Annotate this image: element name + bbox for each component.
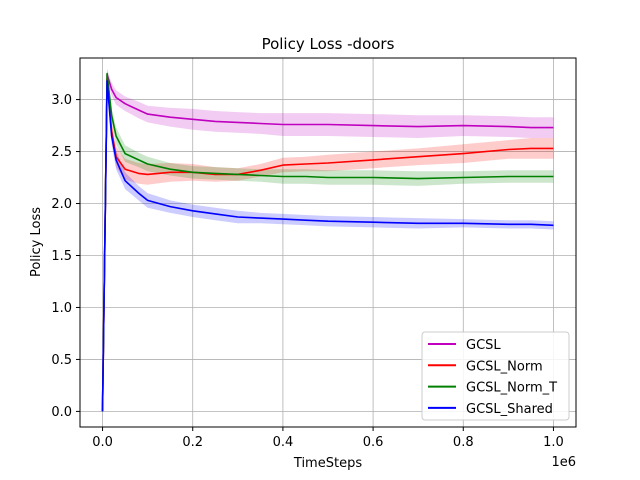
legend-label-gcsl-norm-t: GCSL_Norm_T (466, 381, 557, 396)
y-tick-label: 2.5 (51, 145, 72, 160)
y-axis-label: Policy Loss (29, 207, 44, 277)
legend-label-gcsl-shared: GCSL_Shared (466, 402, 553, 417)
x-tick-label: 0.2 (182, 435, 203, 450)
y-tick-label: 3.0 (51, 93, 72, 108)
x-tick-label: 1.0 (543, 435, 564, 450)
y-tick-label: 1.0 (51, 301, 72, 316)
legend-box (421, 331, 570, 421)
x-tick-label: 0.8 (453, 435, 474, 450)
x-tick-label: 0.0 (92, 435, 113, 450)
band-gcsl-norm (102, 73, 554, 412)
y-tick-label: 1.5 (51, 249, 72, 264)
line-gcsl-shared (101, 80, 554, 412)
line-gcsl-norm-t (101, 72, 554, 412)
y-tick-label: 0.5 (51, 353, 72, 368)
x-tick-label: 0.4 (273, 435, 294, 450)
confidence-bands (102, 68, 554, 412)
x-tick-label: 0.6 (363, 435, 384, 450)
x-axis-label: TimeSteps (293, 456, 362, 471)
legend-label-gcsl: GCSL (466, 338, 501, 353)
chart-title: Policy Loss -doors (262, 35, 395, 53)
x-axis-multiplier: 1e6 (551, 455, 576, 470)
plot-frame (79, 57, 577, 428)
y-tick-label: 2.0 (51, 197, 72, 212)
series-lines (101, 72, 554, 412)
legend: GCSL GCSL_Norm GCSL_Norm_T GCSL_Shared (421, 331, 570, 421)
legend-label-gcsl-norm: GCSL_Norm (466, 359, 543, 374)
axis-ticks: 0.0 0.2 0.4 0.6 0.8 1.0 0.0 0.5 1.0 1.5 2.0 2.5 3.0 (51, 93, 563, 450)
line-gcsl (101, 73, 554, 412)
grid-lines (80, 58, 576, 427)
y-tick-label: 0.0 (51, 405, 72, 420)
